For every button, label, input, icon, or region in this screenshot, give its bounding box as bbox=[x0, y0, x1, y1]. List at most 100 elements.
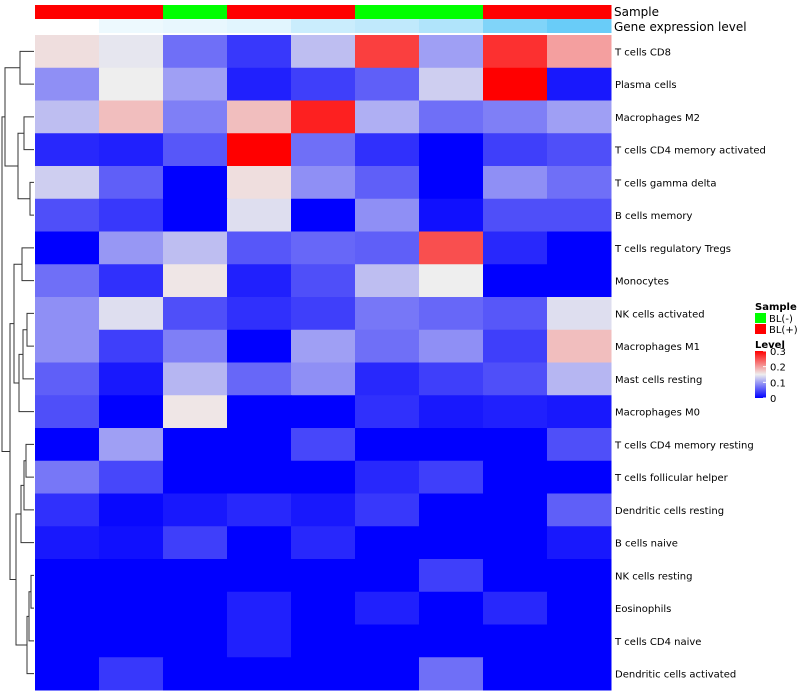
heatmap-cell bbox=[227, 198, 292, 232]
heatmap-cell bbox=[99, 329, 164, 363]
annotation-cell-sample bbox=[355, 5, 420, 19]
heatmap-cell bbox=[227, 133, 292, 167]
annotation-title-sample: Sample bbox=[614, 5, 659, 19]
heatmap-cell bbox=[227, 297, 292, 331]
heatmap-cell bbox=[355, 559, 420, 593]
dendrogram-branch bbox=[22, 329, 34, 380]
heatmap-cell bbox=[227, 362, 292, 396]
heatmap-cell bbox=[483, 133, 548, 167]
heatmap-cell bbox=[227, 657, 292, 691]
heatmap-cell bbox=[163, 329, 228, 363]
heatmap-cell bbox=[547, 329, 612, 363]
heatmap-cells bbox=[35, 35, 612, 691]
legend-sample-swatch bbox=[755, 324, 766, 334]
legend-sample-label: BL(-) bbox=[769, 314, 793, 325]
heatmap-cell bbox=[483, 264, 548, 298]
dendrogram-branch bbox=[13, 263, 22, 384]
heatmap-cell bbox=[483, 591, 548, 625]
legend-level-tick-label: 0 bbox=[770, 394, 776, 405]
dendrogram-branch bbox=[9, 323, 16, 580]
heatmap-cell bbox=[547, 591, 612, 625]
heatmap-cell bbox=[355, 526, 420, 560]
heatmap-cell bbox=[163, 559, 228, 593]
heatmap-cell bbox=[291, 297, 356, 331]
dendrogram-branch bbox=[18, 353, 34, 413]
heatmap-cell bbox=[35, 67, 100, 101]
heatmap-cell bbox=[419, 460, 484, 494]
heatmap-cell bbox=[35, 166, 100, 200]
heatmap-cell bbox=[547, 493, 612, 527]
column-annotations bbox=[35, 5, 612, 33]
dendrogram-branch bbox=[30, 574, 34, 609]
heatmap-cell bbox=[547, 624, 612, 658]
heatmap-cell bbox=[355, 166, 420, 200]
heatmap-cell bbox=[547, 297, 612, 331]
heatmap-cell bbox=[227, 460, 292, 494]
heatmap-cell bbox=[227, 35, 292, 69]
heatmap-cell bbox=[227, 559, 292, 593]
heatmap-cell bbox=[483, 428, 548, 462]
legend-sample-label: BL(+) bbox=[769, 325, 798, 336]
heatmap-cell bbox=[419, 591, 484, 625]
heatmap-cell bbox=[99, 624, 164, 658]
heatmap-cell bbox=[99, 559, 164, 593]
heatmap-cell bbox=[419, 100, 484, 134]
dendrogram-branch bbox=[26, 312, 34, 347]
heatmap-cell bbox=[483, 493, 548, 527]
heatmap-cell bbox=[291, 264, 356, 298]
row-label: NK cells activated bbox=[615, 309, 705, 320]
heatmap-cell bbox=[163, 133, 228, 167]
dendrogram-branch bbox=[26, 615, 34, 675]
annotation-cell-sample bbox=[227, 5, 292, 19]
heatmap-cell bbox=[227, 395, 292, 429]
heatmap-cell bbox=[35, 493, 100, 527]
heatmap-cell bbox=[227, 428, 292, 462]
heatmap-cell bbox=[35, 133, 100, 167]
heatmap-cell bbox=[35, 35, 100, 69]
heatmap-cell bbox=[163, 67, 228, 101]
dendrogram-branch bbox=[19, 50, 34, 85]
heatmap-cell bbox=[35, 395, 100, 429]
heatmap-cell bbox=[163, 591, 228, 625]
heatmap-cell bbox=[227, 329, 292, 363]
heatmap-cell bbox=[291, 428, 356, 462]
heatmap-cell bbox=[419, 198, 484, 232]
row-label: Macrophages M1 bbox=[615, 342, 700, 353]
heatmap-cell bbox=[163, 231, 228, 265]
row-label: NK cells resting bbox=[615, 571, 692, 582]
row-label: Macrophages M2 bbox=[615, 113, 700, 124]
heatmap-cell bbox=[99, 100, 164, 134]
heatmap-cell bbox=[291, 591, 356, 625]
heatmap-cell bbox=[483, 657, 548, 691]
heatmap-cell bbox=[35, 100, 100, 134]
heatmap-cell bbox=[355, 264, 420, 298]
heatmap-cell bbox=[99, 493, 164, 527]
legend: Sample BL(-)BL(+) Level 0.3 0.2 0.1 0 bbox=[755, 302, 798, 405]
heatmap-cell bbox=[291, 526, 356, 560]
heatmap-cell bbox=[355, 67, 420, 101]
heatmap-cell bbox=[99, 264, 164, 298]
heatmap-cell bbox=[35, 559, 100, 593]
heatmap-cell bbox=[419, 264, 484, 298]
heatmap-cell bbox=[291, 166, 356, 200]
heatmap-cell bbox=[355, 198, 420, 232]
heatmap-cell bbox=[291, 198, 356, 232]
heatmap-cell bbox=[291, 67, 356, 101]
row-label: T cells gamma delta bbox=[614, 178, 716, 189]
heatmap-cell bbox=[227, 624, 292, 658]
heatmap-cell bbox=[355, 100, 420, 134]
heatmap-cell bbox=[163, 297, 228, 331]
row-label: T cells CD4 naive bbox=[614, 637, 701, 648]
heatmap-cell bbox=[163, 100, 228, 134]
heatmap-cell bbox=[163, 395, 228, 429]
heatmap-cell bbox=[291, 624, 356, 658]
annotation-cell-gene-level bbox=[227, 19, 292, 33]
dendrogram-branch bbox=[1, 116, 10, 453]
heatmap-cell bbox=[99, 591, 164, 625]
heatmap-cell bbox=[419, 231, 484, 265]
legend-level-title: Level bbox=[755, 340, 785, 351]
heatmap-cell bbox=[291, 133, 356, 167]
heatmap-cell bbox=[99, 67, 164, 101]
heatmap-cell bbox=[419, 624, 484, 658]
heatmap-cell bbox=[35, 460, 100, 494]
